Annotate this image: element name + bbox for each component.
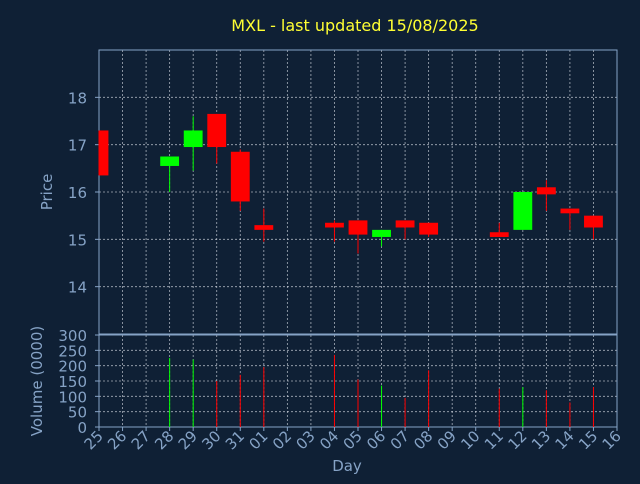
price-tick-label: 14: [68, 279, 87, 297]
candle-25: [98, 130, 109, 176]
candle-06: [372, 229, 391, 247]
price-tick-label: 16: [68, 184, 87, 202]
x-tick-label-29: 29: [175, 427, 201, 453]
volume-panel: 0501001502002503002526272829303101020304…: [58, 327, 624, 453]
x-tick-label-31: 31: [222, 427, 248, 453]
x-tick-label-11: 11: [481, 427, 507, 453]
volume-tick-label: 0: [77, 419, 87, 437]
volume-tick-label: 150: [58, 373, 87, 391]
candle-14: [560, 208, 580, 230]
x-tick-label-28: 28: [151, 427, 177, 453]
volume-tick-label: 250: [58, 342, 87, 360]
price-tick-label: 17: [68, 137, 87, 155]
x-tick-label-26: 26: [104, 427, 130, 453]
candle-body: [183, 130, 203, 148]
candle-body: [419, 222, 439, 235]
price-panel-frame: [98, 49, 618, 335]
x-tick-label-07: 07: [387, 427, 413, 453]
x-tick-label-08: 08: [410, 427, 436, 453]
candle-body: [325, 222, 344, 228]
volume-tick-label: 300: [58, 327, 87, 345]
candle-body: [395, 220, 415, 228]
volume-tick-label: 200: [58, 358, 87, 376]
candle-body: [560, 208, 580, 214]
candle-body: [536, 187, 556, 195]
candle-body: [513, 192, 533, 230]
volume-axis-label: Volume (0000): [28, 326, 46, 436]
candle-04: [325, 220, 344, 242]
candle-07: [395, 220, 415, 240]
price-tick-label: 18: [68, 89, 87, 107]
x-tick-label-04: 04: [316, 427, 342, 453]
candle-05: [348, 220, 368, 254]
x-axis-label: Day: [332, 457, 362, 475]
candle-body: [254, 225, 274, 230]
volume-tick-label: 50: [68, 404, 87, 422]
candle-30: [207, 113, 227, 164]
candle-29: [183, 116, 203, 171]
candle-body: [99, 130, 109, 176]
x-tick-label-12: 12: [504, 427, 530, 453]
volume-tick-label: 100: [58, 388, 87, 406]
candle-08: [419, 222, 439, 237]
candle-body: [160, 156, 180, 166]
x-tick-label-13: 13: [528, 427, 554, 453]
candle-body: [372, 229, 391, 237]
price-panel: 14 15 16 17 18: [68, 49, 618, 335]
x-tick-label-02: 02: [269, 427, 295, 453]
candle-31: [230, 149, 250, 211]
price-tick-label: 15: [68, 231, 87, 249]
candle-12: [513, 192, 533, 230]
candle-01: [254, 208, 274, 242]
x-tick-label-30: 30: [198, 427, 224, 453]
candle-body: [584, 215, 603, 228]
x-tick-label-01: 01: [245, 427, 271, 453]
x-tick-label-15: 15: [575, 427, 601, 453]
x-tick-label-05: 05: [340, 427, 366, 453]
x-tick-label-09: 09: [434, 427, 460, 453]
candle-15: [584, 215, 603, 240]
x-tick-label-03: 03: [293, 427, 319, 453]
candle-body: [348, 220, 368, 235]
candle-body: [489, 232, 509, 237]
candle-11: [489, 222, 509, 237]
candle-13: [536, 180, 556, 211]
candle-body: [230, 151, 250, 202]
x-tick-label-27: 27: [128, 427, 154, 453]
chart-title: MXL - last updated 15/08/2025: [231, 16, 478, 35]
x-tick-label-10: 10: [457, 427, 483, 453]
candle-28: [160, 156, 180, 192]
candle-body: [207, 113, 227, 148]
x-tick-label-06: 06: [363, 427, 389, 453]
price-axis-label: Price: [38, 174, 56, 211]
x-tick-label-14: 14: [552, 427, 578, 453]
x-tick-label-16: 16: [599, 427, 625, 453]
